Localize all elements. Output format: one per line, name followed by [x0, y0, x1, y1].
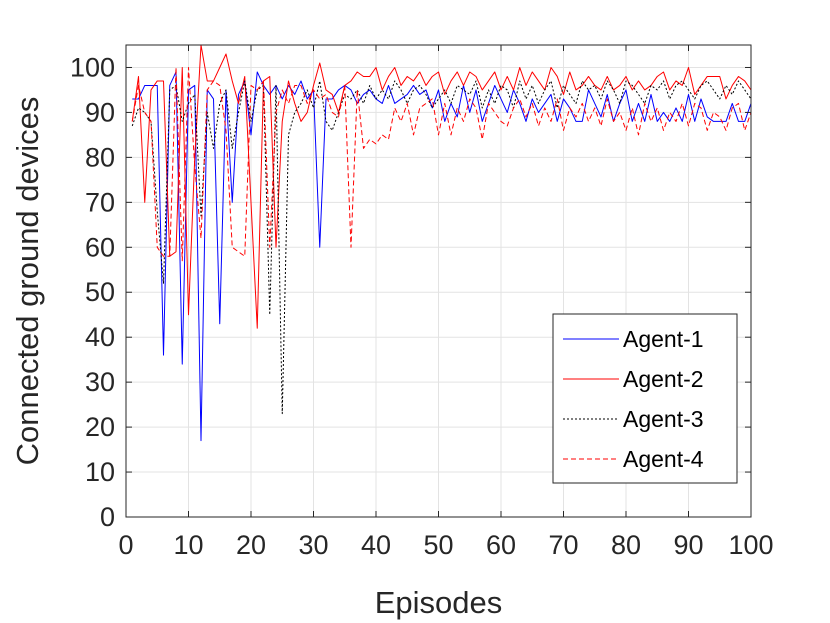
legend-label-4: Agent-4	[623, 446, 704, 472]
x-tick-label: 40	[361, 530, 391, 560]
y-tick-label: 90	[85, 97, 115, 127]
y-tick-label: 50	[85, 277, 115, 307]
x-tick-label: 60	[486, 530, 516, 560]
y-tick-label: 100	[70, 52, 115, 82]
y-axis-ticks: 0 10 20 30 40 50 60 70 80 90 100	[70, 52, 751, 532]
x-tick-label: 80	[611, 530, 641, 560]
y-tick-label: 40	[85, 322, 115, 352]
legend-box	[552, 313, 738, 484]
series-line-2	[131, 45, 751, 329]
x-tick-label: 30	[298, 530, 328, 560]
series-line-4	[131, 66, 751, 262]
x-tick-label: 100	[728, 530, 773, 560]
y-tick-label: 10	[85, 457, 115, 487]
y-tick-label: 70	[85, 187, 115, 217]
x-tick-label: 50	[423, 530, 453, 560]
x-tick-label: 70	[548, 530, 578, 560]
x-axis-ticks: 0 10 20 30 40 50 60 70 80 90 100	[118, 45, 774, 560]
x-axis-label: Episodes	[375, 585, 503, 620]
series-line-3	[131, 80, 751, 415]
y-axis-label: Connected ground devices	[10, 97, 45, 466]
x-tick-label: 10	[173, 530, 203, 560]
x-tick-label: 0	[118, 530, 133, 560]
y-tick-label: 0	[100, 502, 115, 532]
legend-label-3: Agent-3	[623, 406, 704, 432]
legend: Agent-1 Agent-2 Agent-3 Agent-4	[552, 313, 738, 484]
y-tick-label: 30	[85, 367, 115, 397]
y-tick-label: 80	[85, 142, 115, 172]
legend-label-2: Agent-2	[623, 366, 704, 392]
y-tick-label: 60	[85, 232, 115, 262]
y-tick-label: 20	[85, 412, 115, 442]
series-lines	[131, 45, 751, 442]
x-tick-label: 90	[673, 530, 703, 560]
legend-label-1: Agent-1	[623, 326, 704, 352]
x-tick-label: 20	[236, 530, 266, 560]
series-line-1	[132, 71, 751, 442]
